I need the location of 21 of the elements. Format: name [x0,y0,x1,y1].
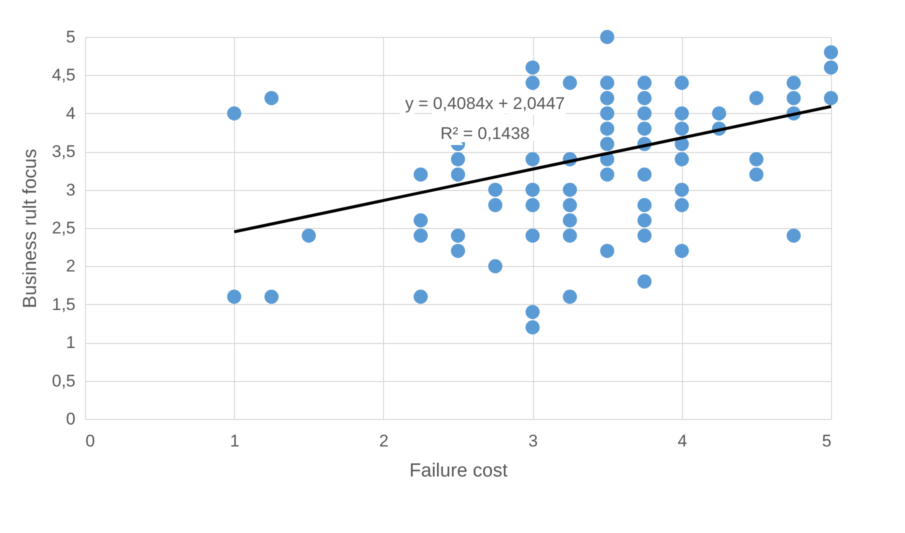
y-tick-label: 0 [66,410,76,428]
annotation: y = 0,4084x + 2,0447 [405,94,565,113]
y-tick-label: 0,5 [52,371,76,390]
y-tick-label: 1 [66,333,76,352]
x-tick-label: 5 [822,432,832,450]
y-axis-title: Business rult focus [20,148,41,308]
y-tick-label: 4 [66,104,76,123]
x-tick-label: 0 [86,432,95,450]
annotation: R² = 0,1438 [440,124,530,143]
y-tick-label: 3 [66,180,76,200]
y-tick-label: 2 [66,256,76,276]
y-tick-label: 4,5 [52,66,76,85]
x-tick-label: 3 [528,432,538,450]
x-axis-title: Failure cost [409,460,508,482]
y-tick-label: 5 [66,28,76,46]
x-tick-label: 2 [379,432,389,450]
y-tick-label: 3,5 [52,142,76,162]
y-tick-label: 1,5 [52,294,76,314]
x-tick-label: 1 [230,432,240,450]
x-tick-label: 4 [678,432,688,450]
y-tick-label: 2,5 [52,218,76,238]
